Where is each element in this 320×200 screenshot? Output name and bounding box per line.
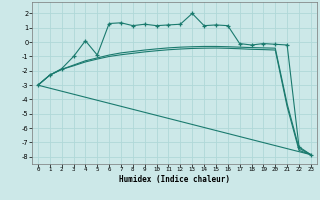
X-axis label: Humidex (Indice chaleur): Humidex (Indice chaleur) xyxy=(119,175,230,184)
